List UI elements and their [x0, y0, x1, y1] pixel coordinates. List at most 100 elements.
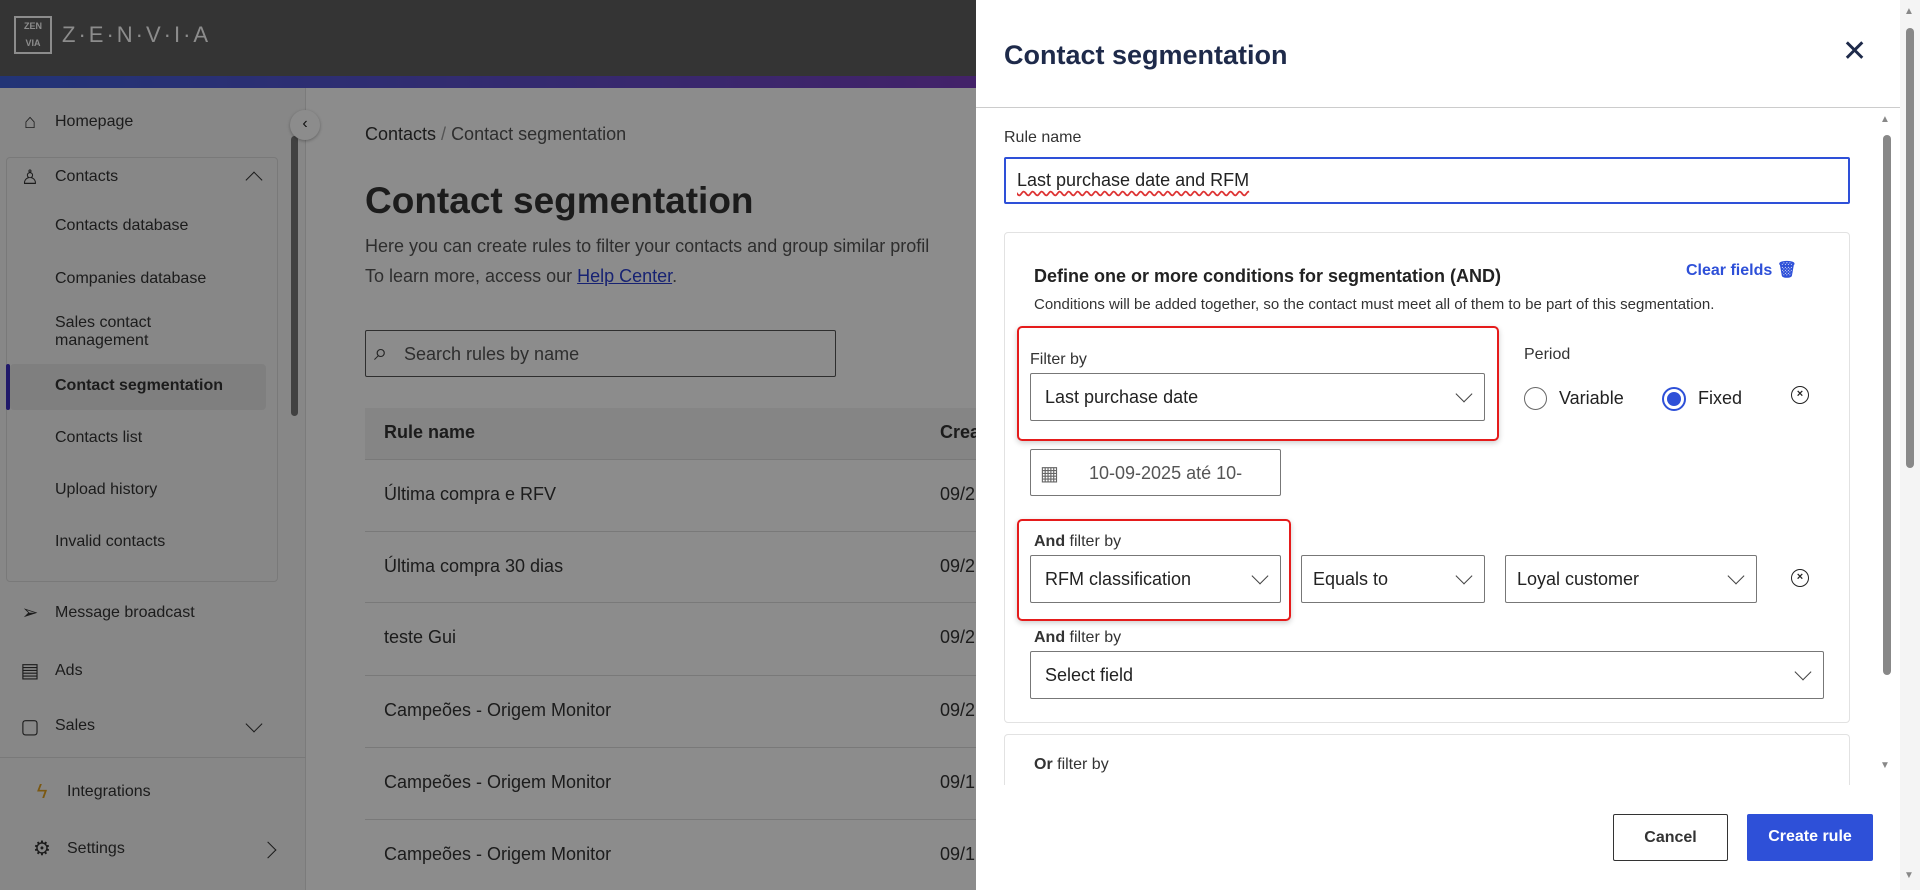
rule-name-cell[interactable]: Última compra e RFV — [384, 484, 557, 504]
table-row[interactable] — [365, 747, 1365, 819]
radio-variable[interactable] — [1524, 387, 1547, 410]
table-row[interactable] — [365, 531, 1365, 603]
chevron-down-icon — [1251, 567, 1269, 585]
conditions-title: Define one or more conditions for segmen… — [1034, 266, 1502, 286]
conditions-description: Conditions will be added together, so th… — [1034, 296, 1715, 313]
modal-backdrop[interactable] — [0, 0, 976, 890]
highlight-box — [1017, 326, 1499, 441]
calendar-icon: ▦ — [1040, 463, 1059, 485]
remove-condition-icon[interactable]: × — [1791, 386, 1809, 404]
or-conditions-card — [1004, 734, 1850, 785]
brand-name: Z·E·N·V·I·A — [62, 22, 212, 47]
operator-select[interactable]: Equals to — [1301, 555, 1485, 603]
create-rule-button[interactable]: Create rule — [1747, 814, 1873, 861]
close-icon[interactable]: ✕ — [1842, 35, 1868, 68]
breadcrumb-contacts[interactable]: Contacts — [365, 124, 437, 144]
sidebar-item-companies-database[interactable]: Companies database — [55, 270, 207, 287]
page-scrollbar[interactable]: ▲ ▼ — [1900, 0, 1920, 890]
sidebar-item-contacts-list[interactable]: Contacts list — [55, 429, 143, 446]
sidebar-item-contacts[interactable]: Contacts — [55, 168, 119, 185]
search-icon: ⌕ — [374, 339, 388, 366]
and-filter-by-label: And filter by — [1034, 533, 1122, 550]
breadcrumb: Contacts / Contact segmentation — [365, 124, 627, 144]
select-field-dropdown[interactable]: Select field — [1030, 651, 1824, 699]
page-description: Here you can create rules to filter your… — [365, 236, 930, 256]
gear-icon: ⚙ — [33, 838, 51, 860]
collapse-sidebar-button[interactable]: ‹ — [290, 110, 320, 140]
header-divider — [976, 107, 1904, 108]
help-center-link[interactable]: Help Center — [577, 266, 673, 286]
sidebar-item-upload-history[interactable]: Upload history — [55, 481, 158, 498]
radio-fixed[interactable] — [1662, 387, 1686, 411]
help-text: To learn more, access our Help Center. — [365, 266, 678, 286]
sidebar-scrollbar[interactable] — [288, 108, 300, 528]
radio-fixed-label[interactable]: Fixed — [1698, 388, 1743, 408]
sidebar-item-settings[interactable]: Settings — [67, 840, 125, 857]
chat-icon: ▢ — [20, 716, 40, 738]
chevron-down-icon — [1455, 567, 1473, 585]
divider — [0, 757, 306, 758]
home-icon: ⌂ — [23, 111, 37, 133]
rule-name-cell[interactable]: Campeões - Origem Monitor — [384, 844, 612, 864]
page-title: Contact segmentation — [365, 180, 754, 221]
rule-name-input[interactable]: Last purchase date and RFM — [1004, 157, 1850, 204]
search-input[interactable]: ⌕ Search rules by name — [365, 330, 836, 377]
sidebar-item-sales[interactable]: Sales — [55, 717, 96, 734]
rule-name-cell[interactable]: Campeões - Origem Monitor — [384, 700, 612, 720]
created-cell: 09/2 — [940, 484, 976, 504]
zenvia-logo: ZEN VIA — [14, 16, 52, 54]
user-icon: ♙ — [21, 167, 39, 189]
sidebar-item-homepage[interactable]: Homepage — [55, 113, 134, 130]
panel-title: Contact segmentation — [1004, 40, 1288, 70]
sidebar-item-ads[interactable]: Ads — [55, 662, 83, 679]
remove-condition-icon[interactable]: × — [1791, 569, 1809, 587]
radio-variable-label[interactable]: Variable — [1559, 388, 1624, 408]
sidebar-item-invalid-contacts[interactable]: Invalid contacts — [55, 533, 166, 550]
sidebar-item-integrations[interactable]: Integrations — [67, 783, 151, 800]
conditions-card — [1004, 232, 1850, 723]
sidebar-item-message-broadcast[interactable]: Message broadcast — [55, 604, 195, 621]
active-indicator — [6, 364, 10, 410]
trash-icon: 🗑 — [1776, 262, 1798, 279]
created-cell: 09/2 — [940, 700, 976, 720]
and-filter-by-label: And filter by — [1034, 629, 1122, 646]
table-row[interactable] — [365, 819, 1365, 891]
sidebar: ⌂ Homepage ♙ Contacts Contacts database … — [0, 88, 306, 890]
created-cell: 09/1 — [940, 772, 976, 792]
created-cell: 09/1 — [940, 844, 976, 864]
sidebar-item-contacts-database[interactable]: Contacts database — [55, 217, 189, 234]
contact-segmentation-panel: Contact segmentation ✕ Rule name Last pu… — [976, 0, 1920, 890]
sidebar-item-contact-segmentation[interactable]: Contact segmentation — [55, 377, 224, 394]
send-icon: ➢ — [21, 602, 39, 624]
breadcrumb-current: Contact segmentation — [451, 124, 627, 144]
rule-name-label: Rule name — [1004, 129, 1082, 146]
chevron-down-icon — [1794, 663, 1812, 681]
clear-fields-button[interactable]: Clear fields 🗑 — [1686, 262, 1798, 279]
filter-by-label: Filter by — [1030, 351, 1087, 368]
table-row[interactable] — [365, 675, 1365, 747]
rule-name-cell[interactable]: Campeões - Origem Monitor — [384, 772, 612, 792]
rule-name-cell[interactable]: Última compra 30 dias — [384, 556, 564, 576]
column-rule-name[interactable]: Rule name — [384, 422, 476, 442]
rfm-field-select[interactable]: RFM classification — [1030, 555, 1281, 603]
panel-scrollbar[interactable]: ▲ ▼ — [1880, 114, 1891, 771]
sidebar-item-sales-contact-management[interactable]: Sales contact management — [55, 314, 152, 349]
document-icon: ▤ — [20, 660, 40, 682]
period-label: Period — [1524, 346, 1571, 363]
column-created[interactable]: Crea — [940, 422, 981, 442]
cancel-button[interactable]: Cancel — [1613, 814, 1728, 861]
rule-name-cell[interactable]: teste Gui — [384, 627, 457, 647]
created-cell: 09/2 — [940, 627, 976, 647]
or-filter-by-label: Or filter by — [1034, 756, 1109, 773]
created-cell: 09/2 — [940, 556, 976, 576]
classification-value-select[interactable]: Loyal customer — [1505, 555, 1757, 603]
filter-by-select[interactable]: Last purchase date — [1030, 373, 1485, 421]
chevron-down-icon — [1455, 385, 1473, 403]
table-row[interactable] — [365, 602, 1365, 674]
date-range-input[interactable]: ▦ 10-09-2025 até 10- — [1030, 449, 1281, 496]
table-row[interactable] — [365, 459, 1365, 531]
lightning-icon: ϟ — [36, 781, 48, 803]
highlight-box — [1017, 519, 1291, 621]
active-item-highlight — [10, 364, 266, 410]
chevron-down-icon — [1727, 567, 1745, 585]
